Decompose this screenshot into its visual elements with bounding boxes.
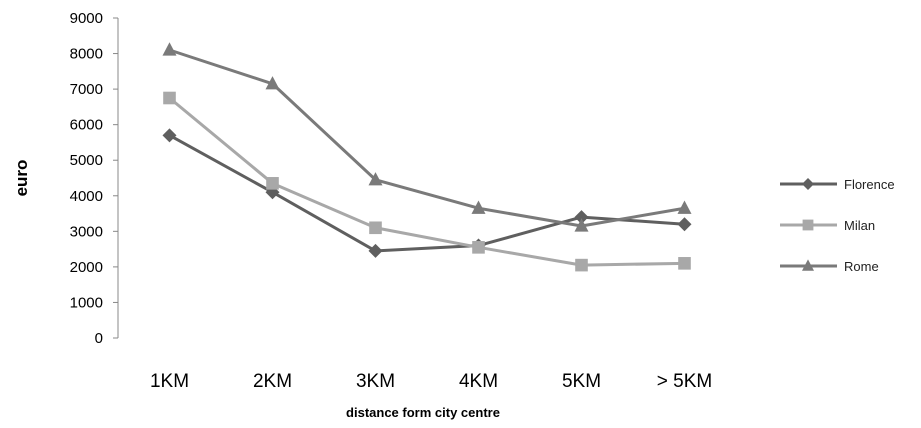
legend-marker — [802, 219, 814, 231]
legend-label: Milan — [844, 218, 875, 233]
x-axis-ticks: 1KM 2KM 3KM 4KM 5KM > 5KM — [150, 371, 712, 392]
x-tick-label: 5KM — [562, 371, 601, 392]
x-tick-label: 1KM — [150, 371, 189, 392]
y-tick-label: 6000 — [70, 117, 103, 134]
y-tick-label: 8000 — [70, 46, 103, 63]
x-tick-label: 3KM — [356, 371, 395, 392]
series-rome — [162, 42, 692, 232]
y-tick-label: 4000 — [70, 188, 103, 205]
legend-item: Milan — [780, 218, 875, 233]
series-milan — [163, 91, 691, 272]
data-point — [677, 217, 692, 232]
legend-marker — [802, 178, 814, 190]
x-axis-label: distance form city centre — [346, 405, 500, 420]
x-tick-label: 4KM — [459, 371, 498, 392]
data-point — [575, 258, 588, 272]
series-line — [169, 48, 685, 228]
legend-item: Rome — [780, 259, 879, 274]
y-tick-label: 3000 — [70, 223, 103, 240]
data-point — [678, 257, 691, 270]
data-point — [369, 221, 382, 235]
legend-marker — [802, 259, 814, 271]
data-point — [677, 200, 692, 214]
data-point — [368, 172, 383, 186]
y-tick-label: 5000 — [70, 152, 103, 169]
data-point — [162, 128, 177, 143]
data-point — [574, 210, 589, 225]
data-point — [472, 241, 485, 254]
data-point — [163, 91, 176, 105]
plot-area — [162, 42, 692, 272]
legend-label: Rome — [844, 259, 879, 274]
data-point — [265, 76, 280, 90]
data-point — [368, 243, 383, 258]
series-line — [168, 96, 685, 267]
legend-item: Florence — [780, 177, 895, 192]
y-axis-label: euro — [12, 160, 31, 197]
y-tick-label: 0 — [95, 330, 103, 347]
x-tick-label: > 5KM — [657, 371, 712, 392]
data-point — [162, 42, 177, 56]
y-tick-label: 2000 — [70, 259, 103, 276]
legend-label: Florence — [844, 177, 895, 192]
series-line — [168, 134, 685, 253]
data-point — [266, 177, 279, 190]
x-tick-label: 2KM — [253, 371, 292, 392]
data-point — [574, 218, 589, 232]
data-point — [471, 200, 486, 214]
y-tick-label: 1000 — [70, 294, 103, 311]
y-tick-label: 9000 — [70, 10, 103, 27]
legend: Florence Milan Rome — [780, 177, 895, 274]
y-axis-ticks: 0 1000 2000 3000 4000 5000 6000 7000 8000 9000 — [70, 10, 118, 347]
y-tick-label: 7000 — [70, 81, 103, 98]
